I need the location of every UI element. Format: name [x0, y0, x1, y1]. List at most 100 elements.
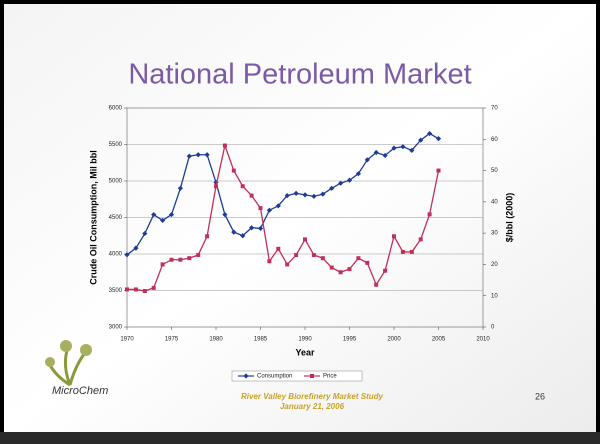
y2-tick-label: 10	[491, 293, 498, 299]
marker	[346, 177, 353, 183]
marker	[267, 259, 272, 264]
y2-tick-label: 60	[491, 137, 498, 143]
marker	[436, 168, 441, 173]
marker	[311, 193, 317, 199]
y2-axis-label: $/bbl (2000)	[504, 193, 514, 243]
marker	[204, 152, 210, 158]
y-axis-label: Crude Oil Consumption, Mil bbl	[88, 150, 98, 285]
y-tick-label: 4000	[109, 252, 123, 258]
marker	[125, 287, 129, 292]
x-tick-label: 1975	[165, 337, 179, 343]
marker	[196, 253, 201, 258]
marker	[231, 229, 237, 235]
marker	[133, 287, 138, 292]
marker	[409, 147, 415, 153]
y-tick-label: 3500	[109, 288, 123, 294]
legend-label: Price	[323, 374, 337, 380]
marker	[294, 253, 299, 258]
marker	[355, 171, 361, 177]
marker	[391, 145, 397, 151]
marker	[284, 193, 290, 199]
y2-tick-label: 40	[491, 199, 498, 205]
marker	[160, 262, 165, 267]
marker	[310, 374, 314, 378]
marker	[293, 190, 299, 197]
x-tick-label: 2010	[476, 337, 490, 343]
marker	[275, 203, 281, 209]
marker	[329, 265, 334, 270]
marker	[320, 191, 326, 197]
y-tick-label: 6000	[109, 106, 123, 112]
slide-background	[4, 4, 596, 432]
marker	[222, 211, 228, 218]
marker	[151, 211, 157, 218]
footer-line: January 21, 2006	[280, 402, 345, 411]
marker	[133, 245, 139, 251]
y2-tick-label: 20	[491, 262, 498, 268]
marker	[195, 152, 201, 158]
marker	[168, 211, 175, 218]
marker	[222, 143, 227, 148]
marker	[383, 268, 388, 273]
x-tick-label: 1980	[209, 337, 223, 343]
marker	[178, 257, 183, 262]
marker	[392, 234, 396, 239]
marker	[382, 152, 388, 159]
x-tick-label: 1995	[343, 337, 357, 343]
marker	[243, 373, 249, 379]
marker	[347, 267, 352, 272]
marker	[418, 137, 424, 143]
marker	[338, 270, 343, 275]
marker	[231, 168, 236, 173]
marker	[160, 217, 166, 224]
marker	[177, 185, 183, 191]
y-tick-label: 5000	[109, 179, 123, 185]
marker	[427, 212, 432, 217]
marker	[257, 225, 264, 232]
bottom-strip	[0, 432, 600, 444]
marker	[276, 246, 281, 251]
marker	[303, 237, 307, 242]
x-tick-label: 2000	[387, 337, 401, 343]
marker	[258, 206, 263, 211]
marker	[151, 285, 156, 290]
marker	[409, 249, 414, 254]
marker	[240, 184, 245, 189]
marker	[205, 234, 210, 239]
marker	[418, 237, 423, 242]
y2-tick-label: 50	[491, 168, 498, 174]
y-tick-label: 5500	[109, 142, 123, 148]
legend-box	[231, 370, 363, 382]
chart-title: National Petroleum Market	[128, 59, 471, 91]
marker	[373, 149, 379, 156]
marker	[142, 230, 148, 237]
marker	[142, 289, 147, 294]
marker	[338, 180, 344, 186]
series-line	[126, 132, 439, 256]
marker	[365, 260, 370, 265]
marker	[374, 282, 379, 287]
marker	[124, 252, 130, 258]
x-tick-label: 1990	[298, 337, 312, 343]
x-tick-label: 2005	[432, 337, 446, 343]
y2-tick-label: 0	[491, 325, 495, 331]
legend: Consumption Price	[231, 370, 363, 382]
marker	[266, 207, 272, 213]
marker	[169, 257, 174, 262]
marker	[186, 153, 192, 159]
logo-text: MicroChem	[52, 385, 108, 397]
marker	[302, 192, 308, 198]
y-tick-label: 3000	[109, 325, 123, 331]
y2-tick-label: 70	[491, 106, 498, 112]
marker	[249, 193, 254, 198]
y-tick-label: 4500	[109, 215, 123, 221]
x-tick-label: 1970	[120, 337, 134, 343]
marker	[214, 184, 218, 189]
marker	[356, 256, 361, 261]
page-number: 26	[535, 391, 545, 401]
y2-tick-label: 30	[491, 231, 498, 237]
marker	[187, 256, 192, 261]
marker	[285, 262, 290, 267]
marker	[240, 233, 246, 239]
